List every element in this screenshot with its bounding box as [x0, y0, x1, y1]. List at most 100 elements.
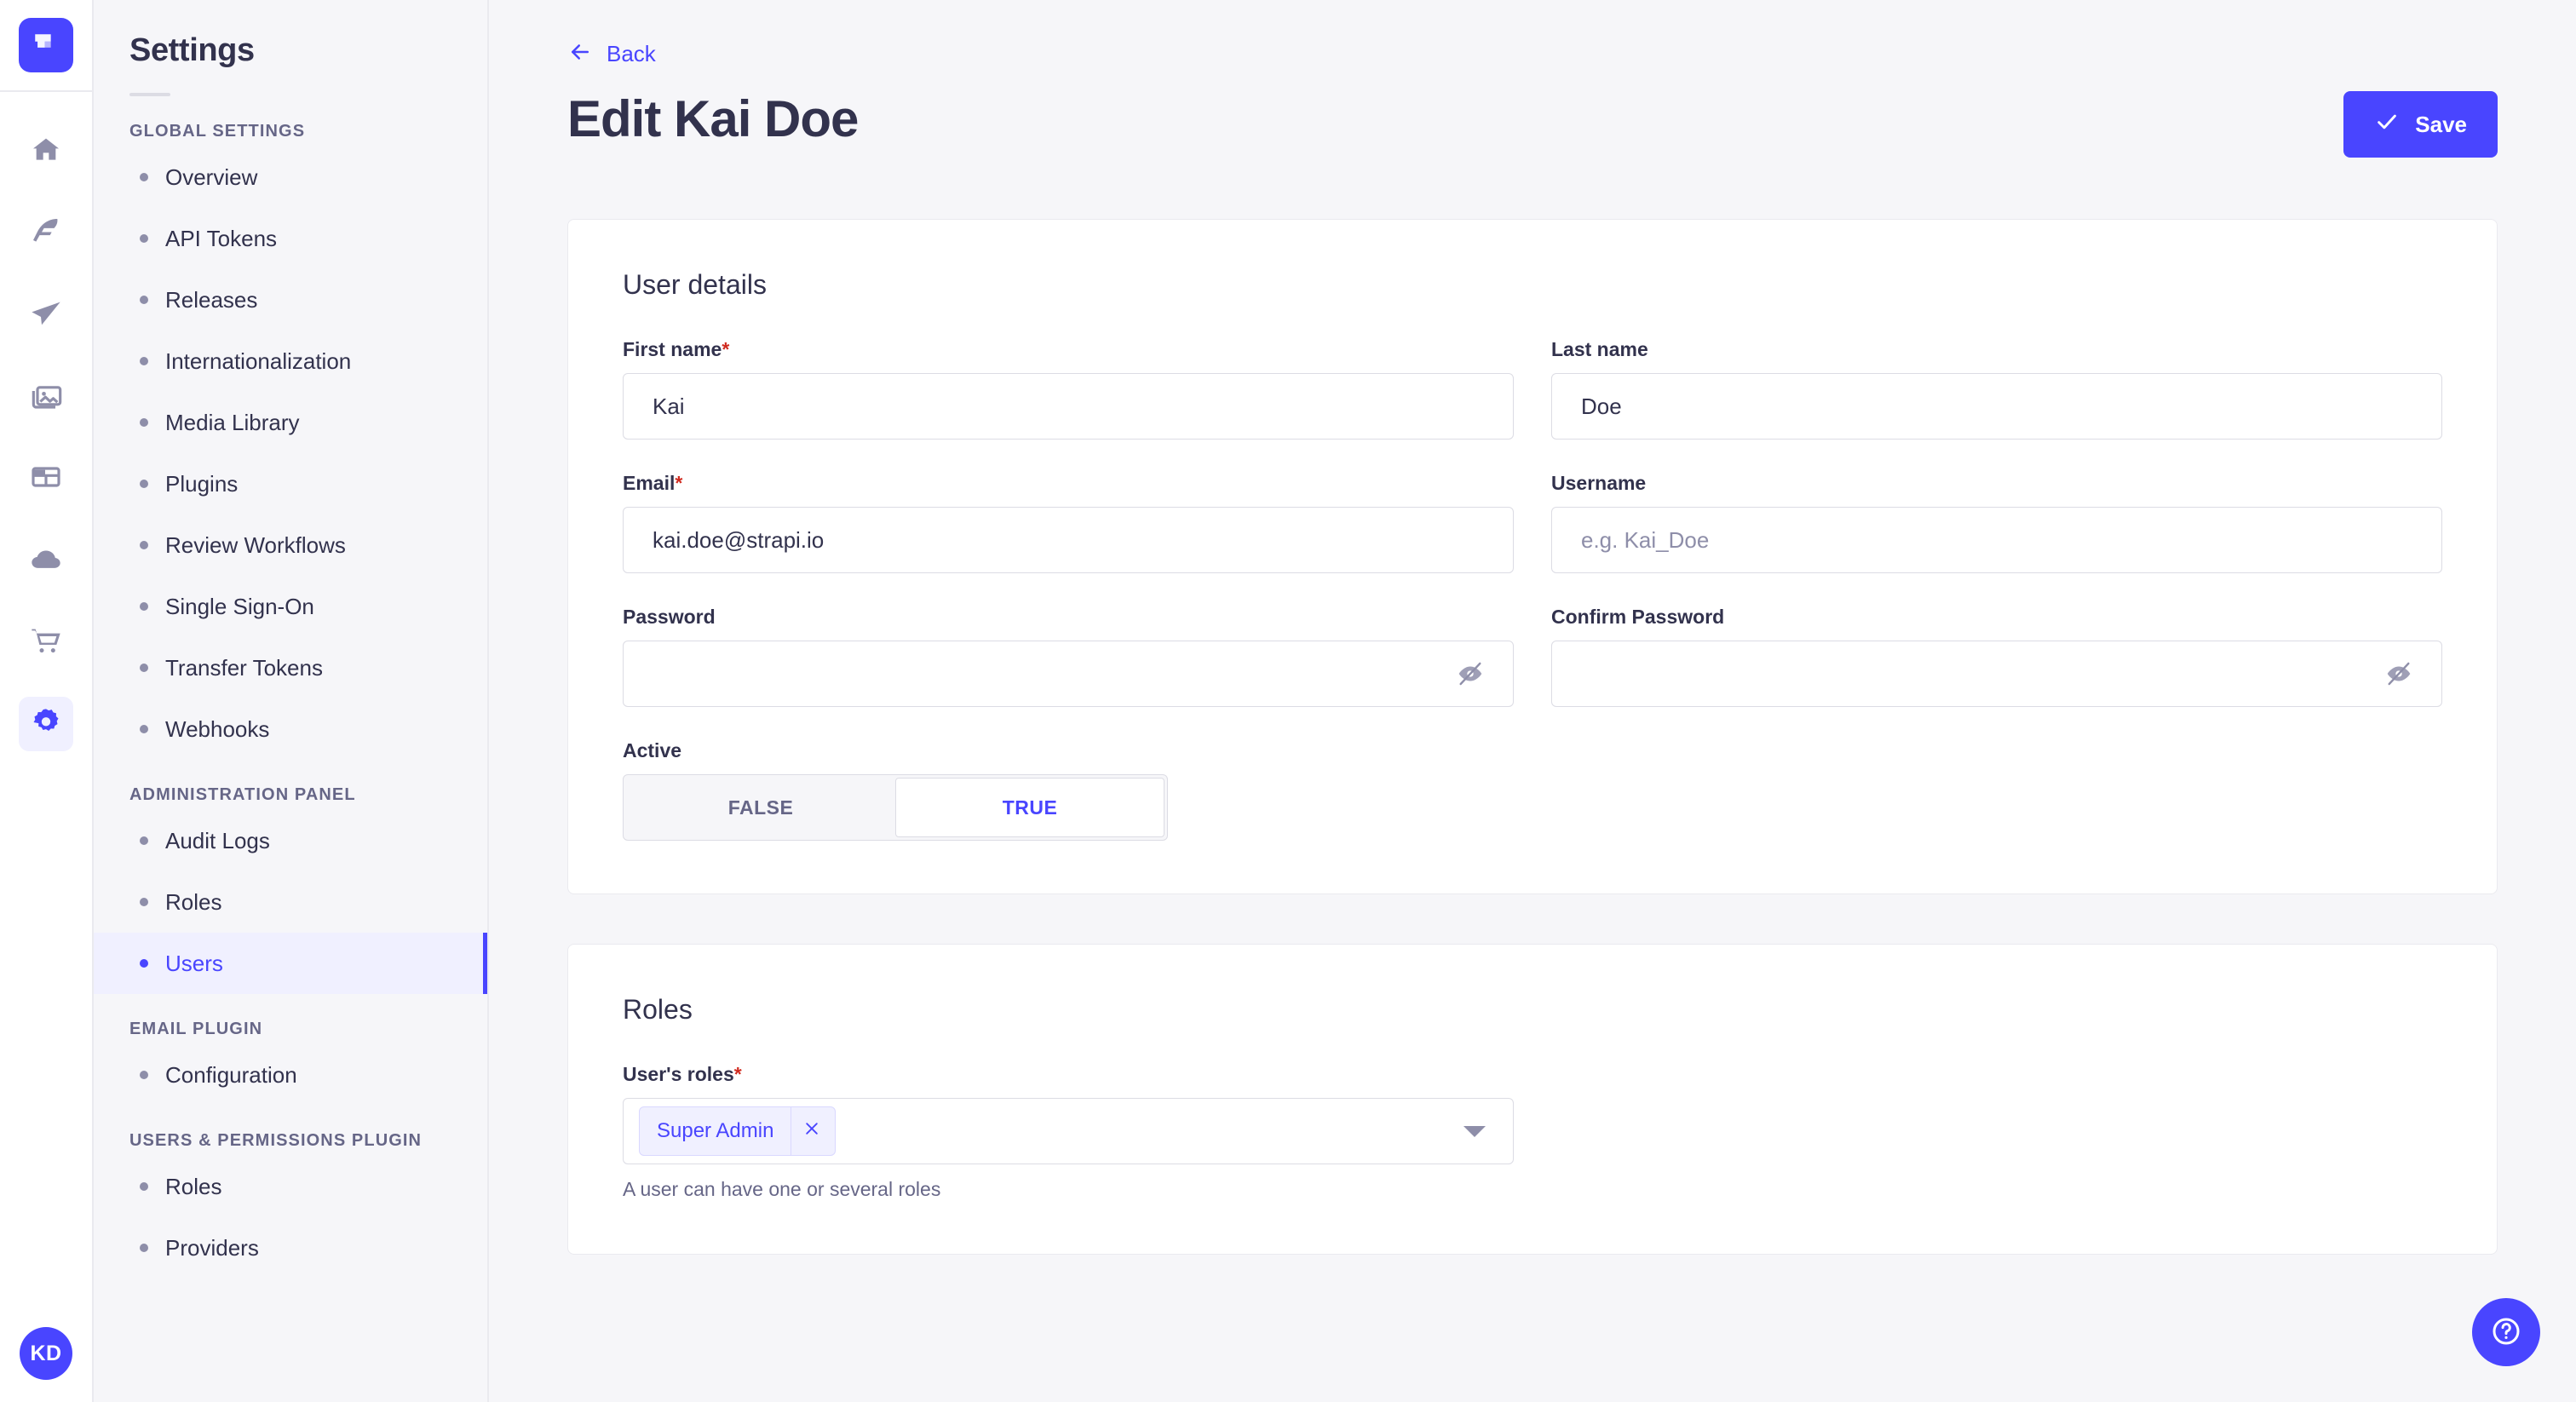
eye-slash-icon	[2384, 659, 2413, 688]
role-tag: Super Admin	[639, 1106, 837, 1156]
help-button[interactable]	[2472, 1298, 2540, 1366]
close-icon	[803, 1119, 820, 1143]
rail-item-media-library[interactable]	[19, 370, 73, 424]
sidebar-item-review-workflows[interactable]: Review Workflows	[94, 514, 487, 576]
sidebar-item-roles[interactable]: Roles	[94, 871, 487, 933]
toggle-password-visibility-button[interactable]	[1451, 654, 1490, 693]
roles-grid: User's roles* Super Admin	[623, 1063, 2442, 1201]
users-roles-combobox[interactable]: Super Admin	[623, 1098, 1514, 1164]
settings-sidebar: Settings GLOBAL SETTINGS Overview API To…	[94, 0, 489, 1402]
sidebar-item-label: Single Sign-On	[165, 593, 314, 619]
cloud-icon	[29, 542, 63, 580]
chevron-down-icon[interactable]	[1463, 1125, 1486, 1137]
sidebar-item-audit-logs[interactable]: Audit Logs	[94, 810, 487, 871]
sidebar-item-label: Internationalization	[165, 348, 352, 374]
sidebar-item-providers[interactable]: Providers	[94, 1217, 487, 1278]
first-name-field-group: First name*	[623, 338, 1514, 440]
page-title: Edit Kai Doe	[567, 90, 859, 147]
rail-item-marketplace[interactable]	[19, 615, 73, 669]
sidebar-item-label: Users	[165, 950, 223, 976]
remove-role-button[interactable]	[791, 1106, 831, 1156]
sidebar-item-up-roles[interactable]: Roles	[94, 1156, 487, 1217]
sidebar-item-internationalization[interactable]: Internationalization	[94, 330, 487, 392]
password-input[interactable]	[623, 641, 1514, 707]
sidebar-divider	[129, 93, 170, 96]
rail-item-home[interactable]	[19, 124, 73, 179]
role-tag-label: Super Admin	[657, 1119, 774, 1142]
email-input[interactable]	[623, 507, 1514, 573]
logo-container	[0, 0, 92, 92]
rail-item-settings[interactable]	[19, 697, 73, 751]
confirm-password-input[interactable]	[1551, 641, 2442, 707]
avatar-initials: KD	[30, 1341, 62, 1365]
sidebar-item-label: API Tokens	[165, 225, 278, 251]
active-label: Active	[623, 739, 682, 761]
bullet-icon	[140, 959, 148, 968]
bullet-icon	[140, 898, 148, 906]
username-label: Username	[1551, 472, 1647, 494]
sidebar-item-label: Transfer Tokens	[165, 654, 323, 681]
active-toggle-true[interactable]: TRUE	[895, 778, 1164, 837]
password-input-wrap	[623, 641, 1514, 707]
bullet-icon	[140, 664, 148, 672]
active-toggle-false[interactable]: FALSE	[626, 778, 895, 837]
avatar[interactable]: KD	[20, 1327, 72, 1380]
sidebar-item-label: Audit Logs	[165, 827, 270, 853]
active-toggle[interactable]: FALSE TRUE	[623, 774, 1168, 841]
user-details-card: User details First name* Last name	[567, 219, 2498, 894]
email-label: Email*	[623, 472, 683, 494]
required-asterisk: *	[733, 1063, 742, 1085]
page-header: Back Edit Kai Doe Save	[489, 0, 2576, 158]
users-roles-field-group: User's roles* Super Admin	[623, 1063, 1514, 1201]
home-icon	[29, 133, 63, 171]
roles-grid-empty-cell	[1551, 1063, 2442, 1201]
sidebar-item-webhooks[interactable]: Webhooks	[94, 698, 487, 760]
last-name-input[interactable]	[1551, 373, 2442, 440]
back-link[interactable]: Back	[567, 39, 2498, 69]
sidebar-item-users[interactable]: Users	[94, 933, 487, 994]
check-icon	[2374, 109, 2400, 141]
bullet-icon	[140, 173, 148, 181]
first-name-input[interactable]	[623, 373, 1514, 440]
email-field-group: Email*	[623, 472, 1514, 573]
save-button[interactable]: Save	[2343, 91, 2498, 158]
sidebar-section-label-email-plugin: EMAIL PLUGIN	[129, 1020, 263, 1038]
paper-plane-icon	[29, 296, 63, 335]
bullet-icon	[140, 541, 148, 549]
username-input[interactable]	[1551, 507, 2442, 573]
rail-item-content-type-builder[interactable]	[19, 288, 73, 342]
rail-item-cloud[interactable]	[19, 533, 73, 588]
password-label: Password	[623, 606, 716, 628]
sidebar-item-api-tokens[interactable]: API Tokens	[94, 208, 487, 269]
sidebar-item-label: Roles	[165, 1173, 222, 1199]
sidebar-item-label: Configuration	[165, 1061, 297, 1088]
sidebar-section-label-users-permissions-plugin: USERS & PERMISSIONS PLUGIN	[129, 1131, 423, 1150]
bullet-icon	[140, 357, 148, 365]
rail-item-review-workflows[interactable]	[19, 451, 73, 506]
required-asterisk: *	[722, 338, 730, 360]
required-asterisk: *	[675, 472, 683, 494]
sidebar-item-plugins[interactable]: Plugins	[94, 453, 487, 514]
confirm-password-label: Confirm Password	[1551, 606, 1725, 628]
sidebar-item-releases[interactable]: Releases	[94, 269, 487, 330]
rail-item-content-manager[interactable]	[19, 206, 73, 261]
sidebar-item-label: Media Library	[165, 409, 300, 435]
sidebar-item-transfer-tokens[interactable]: Transfer Tokens	[94, 637, 487, 698]
bullet-icon	[140, 480, 148, 488]
question-mark-circle-icon	[2489, 1314, 2523, 1351]
sidebar-item-overview[interactable]: Overview	[94, 147, 487, 208]
back-label: Back	[607, 41, 656, 66]
sidebar-item-configuration[interactable]: Configuration	[94, 1044, 487, 1106]
sidebar-item-single-sign-on[interactable]: Single Sign-On	[94, 576, 487, 637]
form-content: User details First name* Last name	[489, 219, 2576, 1255]
strapi-logo-icon[interactable]	[19, 18, 73, 72]
shopping-cart-icon	[29, 623, 63, 662]
username-field-group: Username	[1551, 472, 2442, 573]
toggle-confirm-password-visibility-button[interactable]	[2379, 654, 2418, 693]
users-roles-hint: A user can have one or several roles	[623, 1178, 941, 1200]
sidebar-item-label: Roles	[165, 888, 222, 915]
user-details-card-title: User details	[623, 269, 767, 300]
sidebar-item-media-library[interactable]: Media Library	[94, 392, 487, 453]
sidebar-section-label-global-settings: GLOBAL SETTINGS	[129, 122, 306, 141]
